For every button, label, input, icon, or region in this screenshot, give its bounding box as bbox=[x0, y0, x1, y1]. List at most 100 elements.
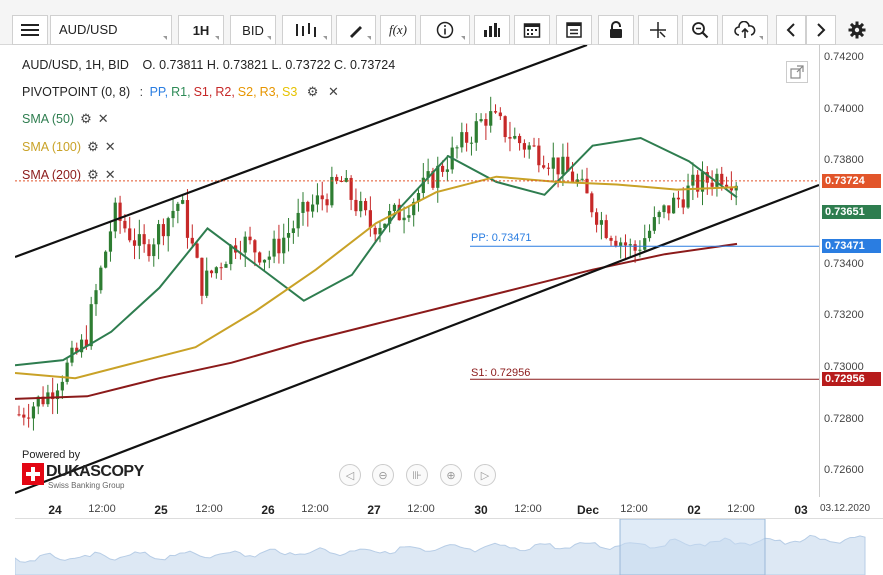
sma-close-icon[interactable]: ✕ bbox=[104, 167, 116, 182]
brand-name: DUKASCOPY bbox=[46, 463, 144, 480]
sma-close-icon[interactable]: ✕ bbox=[104, 139, 116, 154]
powered-by-text: Powered by bbox=[22, 449, 81, 461]
prev-button[interactable] bbox=[776, 15, 806, 45]
price-tag: 0.73724 bbox=[822, 173, 881, 188]
zoom-out-button[interactable]: ⊖ bbox=[372, 464, 394, 486]
sma-line bbox=[15, 175, 738, 380]
draw-icon bbox=[350, 26, 362, 38]
candle bbox=[166, 216, 170, 252]
lock-button[interactable] bbox=[598, 15, 634, 45]
candle bbox=[99, 265, 103, 294]
candle bbox=[474, 113, 478, 151]
zoom-in-button[interactable]: ⊕ bbox=[440, 464, 462, 486]
report-button[interactable] bbox=[556, 15, 592, 45]
candle bbox=[152, 238, 156, 267]
cloud-upload-button[interactable] bbox=[722, 15, 768, 45]
trendline-lower[interactable] bbox=[15, 183, 819, 495]
candle bbox=[258, 251, 262, 266]
sma-close-icon[interactable]: ✕ bbox=[97, 111, 109, 126]
candle bbox=[195, 240, 199, 259]
candle bbox=[205, 257, 209, 299]
symbol-input[interactable]: AUD/USD bbox=[50, 15, 172, 45]
candle bbox=[55, 383, 60, 414]
price-tag: 0.72956 bbox=[822, 372, 881, 387]
candle bbox=[311, 194, 315, 218]
navigator-overview[interactable] bbox=[15, 518, 883, 575]
candle bbox=[551, 142, 555, 183]
expand-icon bbox=[790, 65, 804, 79]
price-axis[interactable]: 0.742000.740000.738000.736000.734000.732… bbox=[819, 45, 883, 497]
candle bbox=[291, 220, 295, 244]
timeframe-select[interactable]: 1H bbox=[178, 15, 224, 45]
candle bbox=[633, 240, 637, 263]
sma-settings-icon[interactable]: ⚙ bbox=[87, 139, 99, 154]
candle bbox=[286, 218, 291, 252]
candle bbox=[445, 155, 449, 182]
price-chart[interactable] bbox=[15, 45, 819, 497]
candle bbox=[41, 386, 45, 407]
price-tick: 0.72600 bbox=[824, 464, 864, 477]
report-icon bbox=[566, 22, 582, 38]
pivot-close-icon[interactable]: ✕ bbox=[327, 84, 339, 99]
price-tag: 0.73471 bbox=[822, 239, 881, 254]
candle bbox=[513, 127, 517, 140]
candle bbox=[585, 167, 589, 194]
calendar-button[interactable] bbox=[514, 15, 550, 45]
scroll-left-button[interactable]: ◁ bbox=[339, 464, 361, 486]
candle bbox=[335, 174, 339, 185]
candle bbox=[301, 192, 305, 226]
candle bbox=[277, 224, 281, 264]
scroll-right-button[interactable]: ▷ bbox=[474, 464, 496, 486]
candle bbox=[546, 162, 551, 176]
candle bbox=[209, 269, 214, 278]
sma-settings-icon[interactable]: ⚙ bbox=[80, 111, 92, 126]
candle bbox=[517, 133, 522, 151]
s1-level-label: S1: 0.72956 bbox=[471, 367, 531, 379]
pivot-item: PP, bbox=[149, 85, 169, 99]
candle bbox=[65, 358, 69, 385]
pivot-settings-icon[interactable]: ⚙ bbox=[306, 84, 319, 99]
indicators-button[interactable] bbox=[474, 15, 510, 45]
candle bbox=[493, 104, 498, 114]
expand-button[interactable] bbox=[786, 61, 808, 83]
sma-legend-label: SMA (100) bbox=[22, 140, 82, 154]
next-button[interactable] bbox=[806, 15, 836, 45]
candle bbox=[248, 226, 252, 245]
candle bbox=[325, 193, 329, 213]
candle bbox=[667, 205, 671, 221]
time-tick: 03 bbox=[794, 503, 808, 517]
candle bbox=[676, 190, 681, 208]
candle bbox=[672, 192, 676, 214]
dropdown-caret-icon bbox=[267, 36, 271, 40]
candle bbox=[320, 181, 324, 211]
sma-legend: SMA (200) ⚙ ✕ bbox=[22, 167, 116, 183]
candle bbox=[142, 224, 146, 253]
time-tick: 12:00 bbox=[88, 503, 116, 515]
candle bbox=[176, 201, 180, 224]
info-button[interactable] bbox=[420, 15, 470, 45]
trendline-upper[interactable] bbox=[15, 45, 588, 259]
candle bbox=[22, 407, 26, 426]
navigator-window[interactable] bbox=[619, 519, 766, 575]
menu-icon bbox=[21, 24, 39, 36]
indicators-icon bbox=[484, 23, 500, 37]
candle bbox=[619, 237, 623, 259]
draw-button[interactable] bbox=[336, 15, 376, 45]
menu-button[interactable] bbox=[12, 15, 48, 45]
candle bbox=[79, 334, 84, 358]
function-button[interactable]: f(x) bbox=[380, 15, 416, 45]
time-tick: 12:00 bbox=[727, 503, 755, 515]
reset-view-button[interactable]: ⊪ bbox=[406, 464, 428, 486]
candle bbox=[359, 191, 363, 218]
price-type-select[interactable]: BID bbox=[230, 15, 276, 45]
crosshair-button[interactable] bbox=[638, 15, 678, 45]
info-icon bbox=[436, 21, 454, 39]
candle bbox=[229, 244, 233, 271]
zoom-button[interactable] bbox=[682, 15, 718, 45]
bar-style-button[interactable] bbox=[282, 15, 332, 45]
time-tick: 27 bbox=[367, 503, 381, 517]
price-tick: 0.72800 bbox=[824, 412, 864, 425]
candle bbox=[27, 403, 31, 428]
sma-settings-icon[interactable]: ⚙ bbox=[87, 167, 99, 182]
settings-button[interactable] bbox=[840, 15, 874, 45]
